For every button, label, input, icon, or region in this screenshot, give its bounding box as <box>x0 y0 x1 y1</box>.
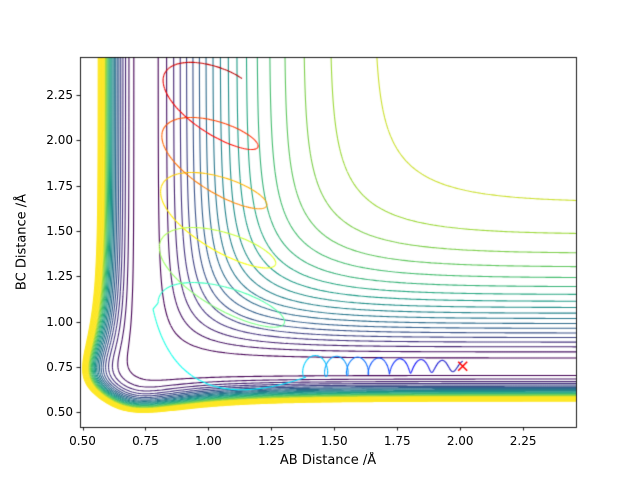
y-tick-label: 1.25 <box>46 269 73 284</box>
x-tick-label: 0.50 <box>69 434 96 448</box>
y-tick-label: 1.00 <box>46 314 73 329</box>
x-tick-label: 2.00 <box>446 434 474 448</box>
x-tick-label: 2.25 <box>509 434 537 448</box>
y-tick-label: 1.75 <box>46 178 73 193</box>
x-tick-label: 0.75 <box>132 434 159 448</box>
y-tick-label: 1.50 <box>46 224 73 239</box>
y-tick-label: 2.00 <box>46 133 73 148</box>
y-tick-label: 0.75 <box>46 360 73 375</box>
y-axis-label: BC Distance /Å <box>14 193 30 291</box>
x-tick-label: 1.25 <box>257 434 285 448</box>
x-tick-label: 1.75 <box>383 434 411 448</box>
y-tick-label: 0.50 <box>46 405 73 420</box>
x-tick-label: 1.00 <box>195 434 222 448</box>
y-tick-label: 2.25 <box>46 88 73 103</box>
x-axis-label: AB Distance /Å <box>279 453 377 468</box>
x-tick-label: 1.50 <box>320 434 348 448</box>
